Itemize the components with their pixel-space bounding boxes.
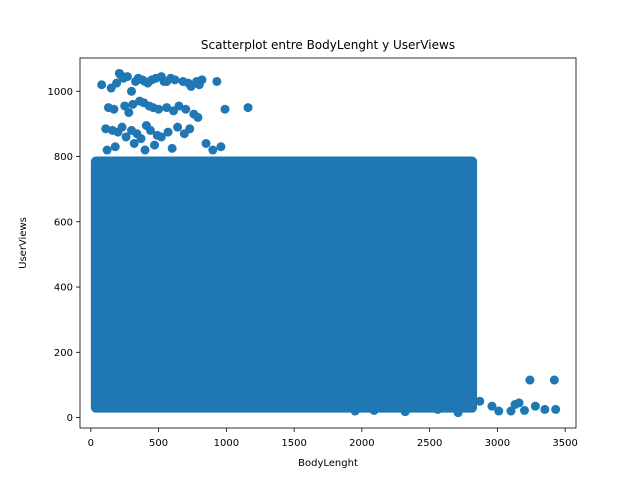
scatter-point <box>243 103 253 113</box>
scatter-point <box>101 124 111 134</box>
scatter-point <box>185 124 195 134</box>
x-tick-label: 500 <box>149 438 168 449</box>
scatter-point <box>129 138 139 148</box>
x-tick-label: 2000 <box>349 438 374 449</box>
scatter-point <box>193 112 203 122</box>
scatter-point <box>197 75 207 85</box>
y-axis-label: UserViews <box>18 217 29 269</box>
scatter-point <box>140 145 150 155</box>
scatter-point <box>549 375 559 385</box>
scatter-point <box>540 404 550 414</box>
y-tick-label: 200 <box>54 348 73 359</box>
scatter-point <box>400 407 410 417</box>
scatter-point <box>475 396 485 406</box>
scatter-point <box>156 132 166 142</box>
scatter-point <box>551 404 561 414</box>
scatter-point <box>510 400 520 410</box>
scatter-point <box>520 405 530 415</box>
scatter-point <box>150 140 160 150</box>
scatter-point <box>212 76 222 86</box>
scatter-point <box>494 406 504 416</box>
scatter-point <box>173 122 183 132</box>
x-tick-label: 1000 <box>214 438 239 449</box>
scatter-point <box>181 104 191 114</box>
x-tick-label: 0 <box>88 438 94 449</box>
scatter-point <box>487 401 497 411</box>
dense-region-fill <box>90 156 478 413</box>
x-axis-ticks: 0 500 1000 1500 2000 2500 3000 3500 <box>88 428 578 449</box>
scatter-points <box>97 68 561 418</box>
scatter-point <box>201 138 211 148</box>
scatter-point <box>170 75 180 85</box>
scatter-point <box>163 127 173 137</box>
plot-area <box>90 68 561 418</box>
scatter-point <box>530 401 540 411</box>
chart-title: Scatterplot entre BodyLenght y UserViews <box>201 38 455 52</box>
scatter-point <box>208 145 218 155</box>
scatter-point <box>453 408 463 418</box>
scatter-point <box>136 134 146 144</box>
scatter-point <box>126 86 136 96</box>
y-tick-label: 1000 <box>48 87 73 98</box>
scatter-point <box>174 101 184 111</box>
scatter-point <box>433 404 443 414</box>
scatter-point <box>128 99 138 109</box>
x-tick-label: 2500 <box>417 438 442 449</box>
scatter-point <box>110 142 120 152</box>
y-axis-ticks: 0 200 400 600 800 1000 <box>48 87 80 424</box>
scatter-point <box>216 142 226 152</box>
scatter-point <box>97 80 107 90</box>
scatter-point <box>145 125 155 135</box>
scatter-point <box>109 104 119 114</box>
scatter-point <box>102 145 112 155</box>
y-tick-label: 400 <box>54 283 73 294</box>
x-tick-label: 3000 <box>485 438 510 449</box>
y-tick-label: 600 <box>54 217 73 228</box>
x-tick-label: 1500 <box>281 438 306 449</box>
y-tick-label: 800 <box>54 152 73 163</box>
x-tick-label: 3500 <box>552 438 577 449</box>
scatter-point <box>112 78 122 88</box>
scatter-point <box>162 103 172 113</box>
x-axis-label: BodyLenght <box>298 458 358 469</box>
dense-point-cloud <box>90 156 478 413</box>
y-tick-label: 0 <box>67 413 73 424</box>
scatter-point <box>120 101 130 111</box>
scatter-point <box>525 375 535 385</box>
scatter-point <box>121 132 131 142</box>
scatter-point <box>167 143 177 153</box>
scatter-point <box>122 72 132 82</box>
scatter-point <box>350 406 360 416</box>
scatter-point <box>117 122 127 132</box>
scatter-point <box>369 405 379 415</box>
plot-frame <box>79 57 577 429</box>
scatter-point <box>154 104 164 114</box>
scatter-point <box>220 104 230 114</box>
scatter-point <box>124 107 134 117</box>
scatter-point <box>506 406 516 416</box>
